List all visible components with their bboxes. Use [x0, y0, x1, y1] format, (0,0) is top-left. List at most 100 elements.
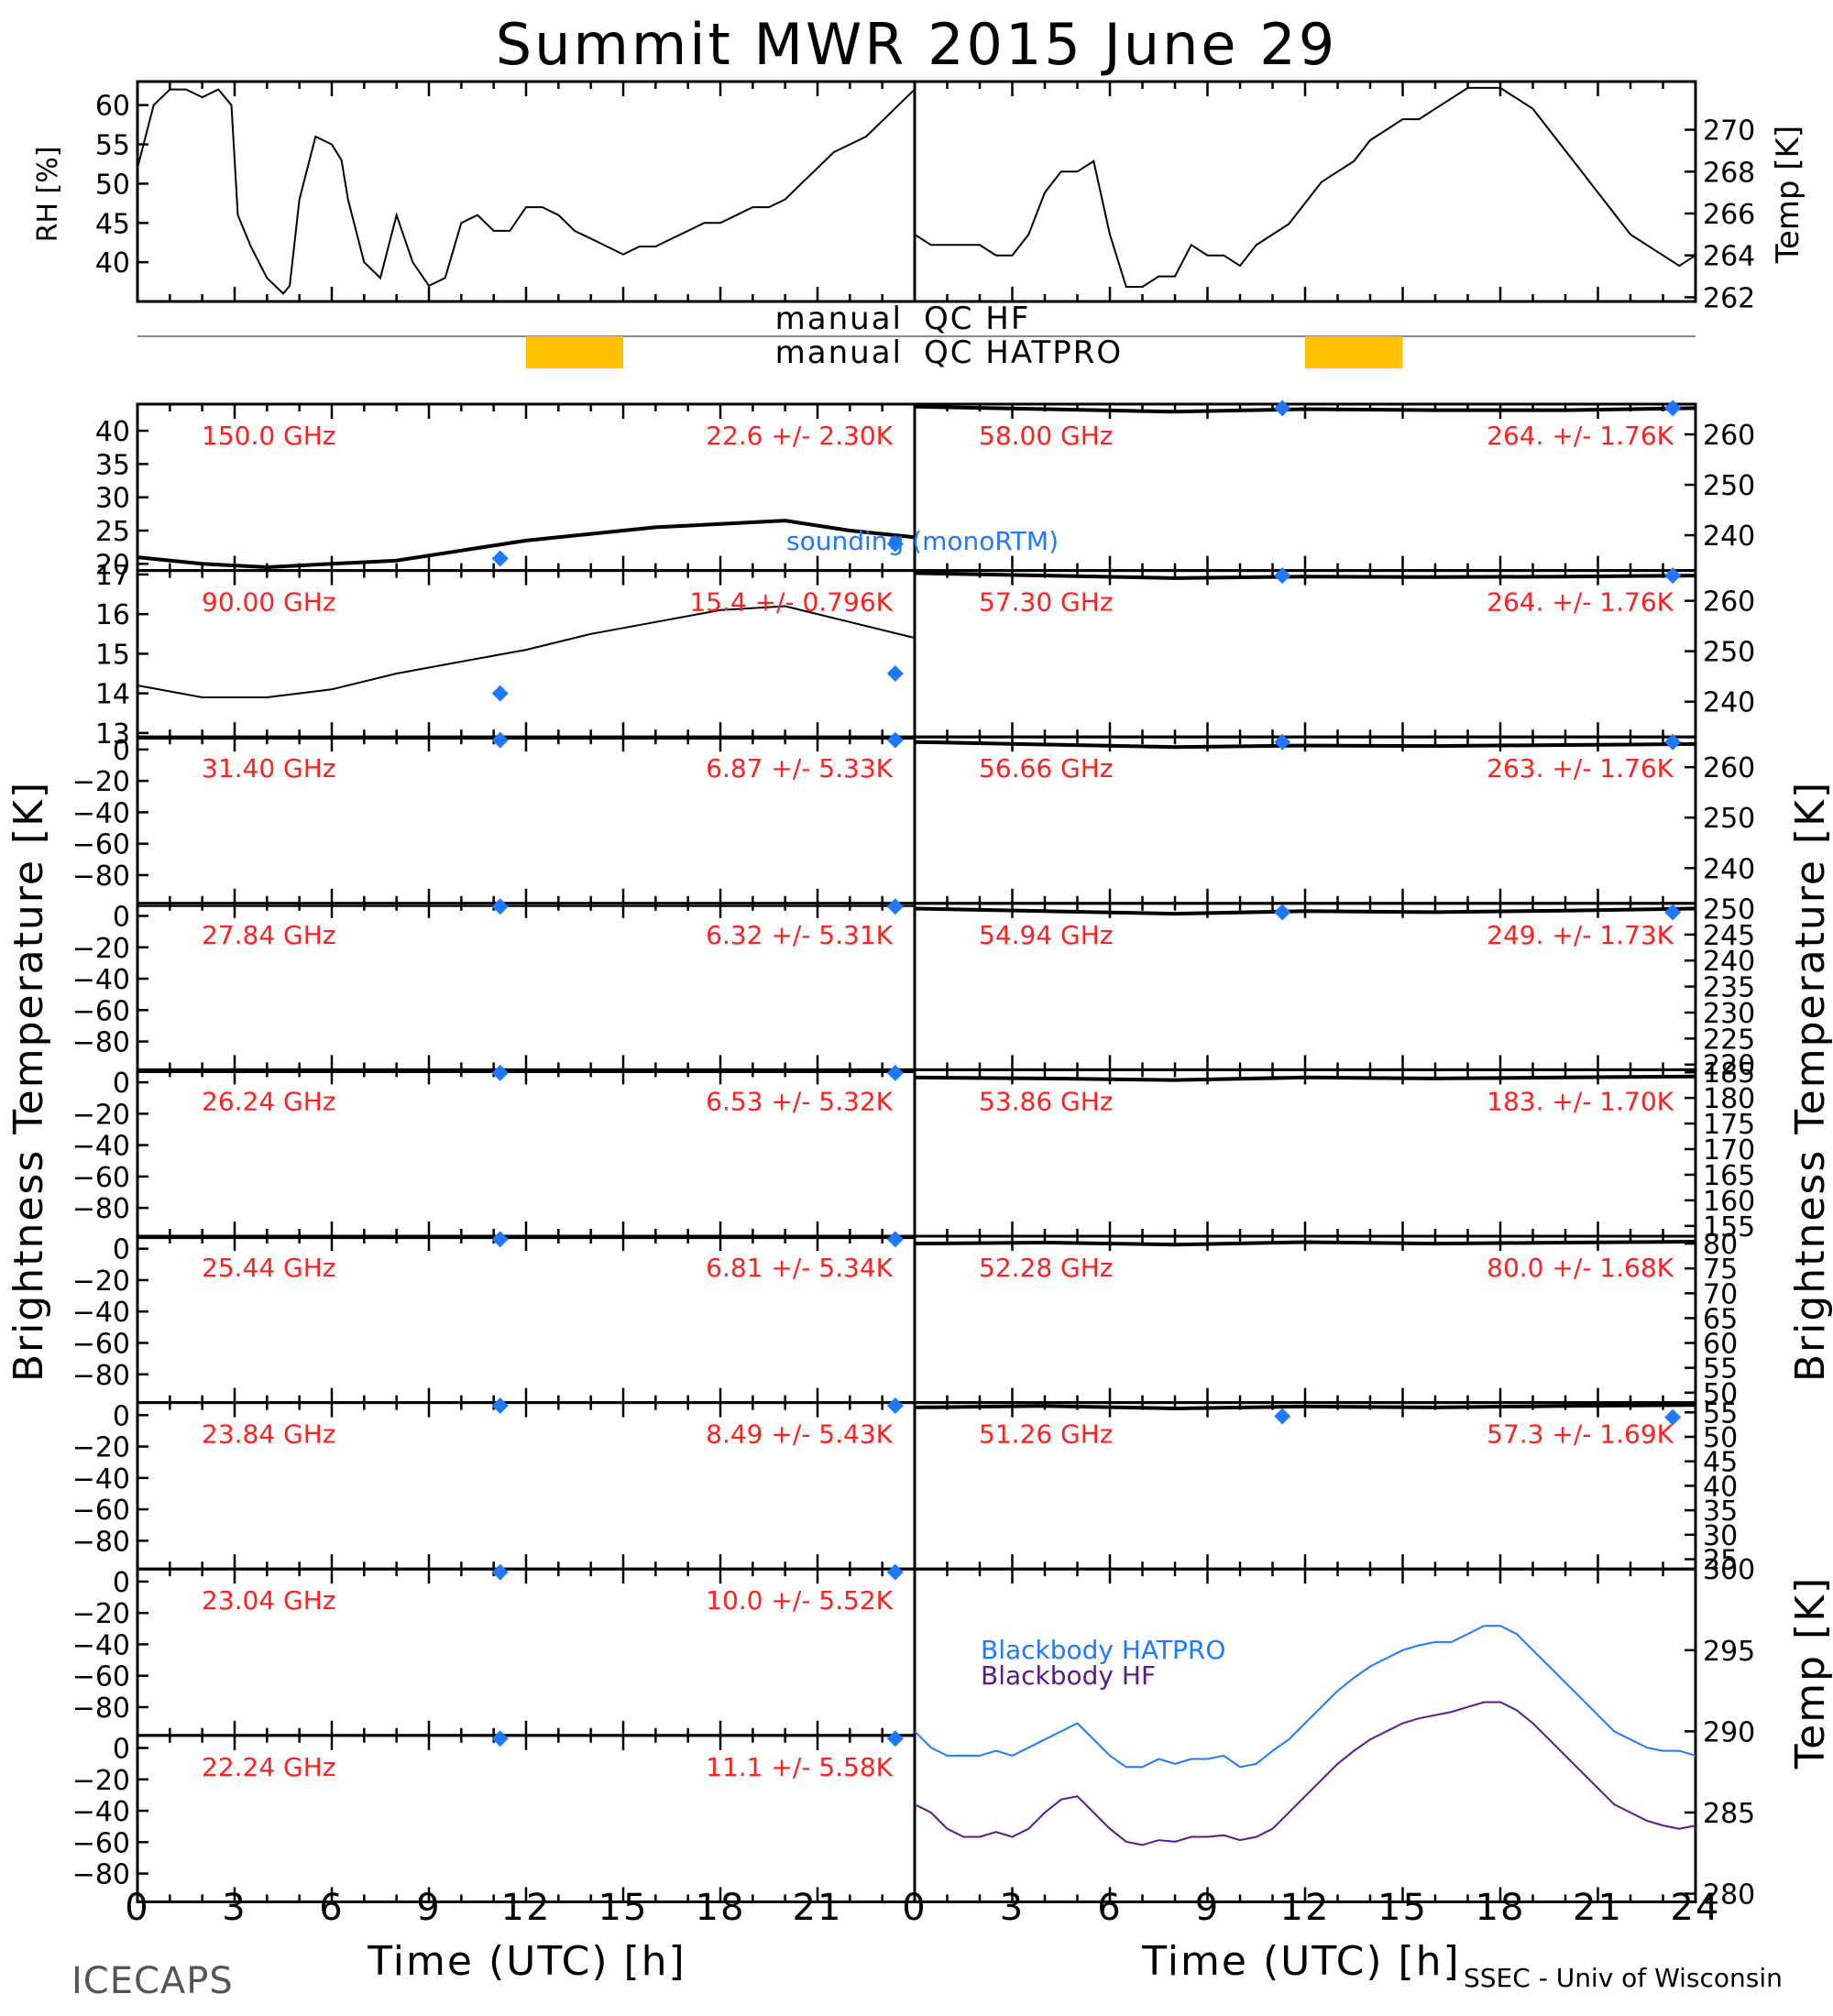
- tb-right-2-sounding-point: [1274, 733, 1291, 751]
- tb-left-4-ytick-label: −60: [72, 1162, 130, 1194]
- tb-right-0-panel: 240 250 260 58.00 GHz 264. +/- 1.76K: [913, 400, 1755, 573]
- tb-right-axis-label: Brightness Temperature [K]: [1787, 781, 1833, 1382]
- blackbody-ytick-label: 290: [1703, 1716, 1755, 1748]
- x-tick-label-right: 15: [1377, 1887, 1428, 1929]
- tb-right-1-panel: 240 250 260 57.30 GHz 264. +/- 1.76K: [913, 567, 1755, 739]
- tb-right-2-ytick-label: 260: [1703, 752, 1755, 784]
- rh-ytick-label: 50: [95, 169, 130, 201]
- tb-left-2-sounding-point: [491, 731, 509, 749]
- tb-left-8-stats-label: 11.1 +/- 5.58K: [706, 1752, 893, 1782]
- tb-right-6-ytick-label: 55: [1703, 1397, 1738, 1430]
- tb-left-0-ytick-label: 25: [95, 516, 130, 548]
- blackbody-series-line: [914, 1701, 1696, 1846]
- tb-left-3-stats-label: 6.32 +/- 5.31K: [706, 920, 893, 950]
- tb-left-8-freq-label: 22.24 GHz: [202, 1752, 336, 1782]
- tb-right-3-stats-label: 249. +/- 1.73K: [1487, 920, 1674, 950]
- x-tick-label-right: 3: [1000, 1887, 1025, 1929]
- tb-left-3-ytick-label: −60: [72, 995, 130, 1027]
- tb-left-5-ytick-label: −40: [72, 1297, 130, 1329]
- tb-left-1-ytick-label: 13: [95, 718, 130, 751]
- rh-ytick-label: 60: [95, 91, 130, 123]
- tb-right-6-ytick-label: 25: [1703, 1545, 1738, 1577]
- tb-left-3-sounding-point: [886, 898, 904, 915]
- tb-right-2-ytick-label: 250: [1703, 803, 1755, 835]
- tb-right-0-stats-label: 264. +/- 1.76K: [1487, 421, 1674, 451]
- tb-left-5-sounding-point: [491, 1231, 509, 1248]
- tb-left-1-stats-label: 15.4 +/- 0.796K: [689, 587, 893, 618]
- x-tick-label-left: 15: [598, 1887, 649, 1929]
- tb-left-axis-label: Brightness Temperature [K]: [5, 781, 52, 1382]
- tb-right-4-freq-label: 53.86 GHz: [979, 1086, 1114, 1116]
- rh-frame: [136, 80, 916, 303]
- tb-right-3-sounding-point: [1664, 904, 1682, 921]
- tb-left-7-stats-label: 10.0 +/- 5.52K: [706, 1585, 893, 1616]
- tb-left-7-sounding-point: [491, 1563, 509, 1581]
- x-tick-label-right: 9: [1195, 1887, 1220, 1929]
- tb-left-1-sounding-point: [886, 665, 904, 683]
- tb-left-5-sounding-point: [886, 1231, 904, 1248]
- tb-left-3-ytick-label: 0: [113, 902, 130, 934]
- tb-left-8-sounding-point: [886, 1730, 904, 1748]
- x-tick-label-left: 18: [696, 1887, 746, 1929]
- tb-right-6-sounding-point: [1274, 1408, 1291, 1425]
- tb-left-6-panel: 0−20−40−60−80 23.84 GHz 8.49 +/- 5.43K: [72, 1397, 916, 1571]
- qc-hf-word2: QC HF: [924, 301, 1030, 337]
- tb-left-7-ytick-label: −40: [72, 1629, 130, 1661]
- tb-left-0-ytick-label: 30: [95, 483, 130, 515]
- tb-left-1-ytick-label: 15: [95, 639, 130, 671]
- tb-right-3-ytick-label: 225: [1703, 1024, 1755, 1056]
- tb-right-5-series-line: [914, 1240, 1696, 1247]
- tb-left-1-panel: 13 14 15 16 17 90.00 GHz 15.4 +/- 0.796K: [95, 560, 916, 751]
- footer-left: ICECAPS: [71, 1960, 234, 2002]
- tb-left-6-freq-label: 23.84 GHz: [202, 1419, 336, 1450]
- tb-left-4-freq-label: 26.24 GHz: [202, 1086, 336, 1116]
- x-tick-label-left: 6: [319, 1887, 344, 1929]
- rh-ytick-label: 40: [95, 247, 130, 279]
- tb-left-4-panel: 0−20−40−60−80 26.24 GHz 6.53 +/- 5.32K: [72, 1064, 916, 1238]
- tb-left-5-panel: 0−20−40−60−80 25.44 GHz 6.81 +/- 5.34K: [72, 1231, 916, 1405]
- tb-left-3-panel: 0−20−40−60−80 27.84 GHz 6.32 +/- 5.31K: [72, 898, 916, 1071]
- qc-area: manual QC HF manual QC HATPRO: [137, 301, 1696, 371]
- tb-right-2-ytick-label: 240: [1703, 853, 1755, 885]
- tb-left-4-ytick-label: 0: [113, 1068, 130, 1100]
- x-tick-label-left: 0: [125, 1887, 149, 1929]
- tb-right-5-ytick-label: 65: [1703, 1303, 1738, 1335]
- qc-hatpro-flag-right: [1305, 336, 1403, 368]
- x-tick-label-left: 21: [793, 1887, 843, 1929]
- x-tick-label-right: 24: [1671, 1887, 1721, 1929]
- tb-left-7-panel: 0−20−40−60−80 23.04 GHz 10.0 +/- 5.52K: [72, 1563, 916, 1737]
- tb-left-4-stats-label: 6.53 +/- 5.32K: [706, 1086, 893, 1116]
- tb-right-2-stats-label: 263. +/- 1.76K: [1487, 753, 1674, 783]
- tb-left-5-ytick-label: −60: [72, 1328, 130, 1360]
- tb-left-6-sounding-point: [491, 1397, 509, 1415]
- temp-ytick-label: 262: [1703, 282, 1755, 314]
- tb-left-1-series-line: [137, 605, 916, 698]
- x-tick-label-left: 9: [416, 1887, 441, 1929]
- x-tick-label-right: 21: [1573, 1887, 1623, 1929]
- tb-left-2-ytick-label: −60: [72, 829, 130, 861]
- tb-left-8-sounding-point: [491, 1730, 509, 1748]
- x-tick-label-right: 0: [902, 1887, 927, 1929]
- tb-left-7-freq-label: 23.04 GHz: [202, 1585, 336, 1616]
- tb-left-0-ytick-label: 35: [95, 449, 130, 481]
- tb-left-0-ytick-label: 20: [95, 549, 130, 581]
- tb-right-5-stats-label: 80.0 +/- 1.68K: [1487, 1253, 1674, 1283]
- temp-series-line: [914, 86, 1696, 288]
- x-tick-label-right: 18: [1476, 1887, 1526, 1929]
- tb-left-6-ytick-label: −80: [72, 1526, 130, 1558]
- tb-left-4-ytick-label: −20: [72, 1099, 130, 1131]
- tb-left-6-stats-label: 8.49 +/- 5.43K: [706, 1419, 893, 1450]
- tb-left-4-sounding-point: [491, 1064, 509, 1081]
- tb-left-5-stats-label: 6.81 +/- 5.34K: [706, 1253, 893, 1283]
- tb-left-7-ytick-label: −80: [72, 1693, 130, 1725]
- tb-right-1-series-line: [914, 571, 1696, 580]
- temp-ytick-label: 266: [1703, 199, 1755, 231]
- tb-right-6-ytick-label: 35: [1703, 1496, 1738, 1528]
- tb-right-4-stats-label: 183. +/- 1.70K: [1487, 1086, 1674, 1116]
- x-tick-labels: 0 3 6 9 12 15 18 21 0 3 6 9 12 15 18 21 24: [125, 1887, 1721, 1929]
- tb-left-3-ytick-label: −40: [72, 964, 130, 996]
- tb-left-2-ytick-label: −80: [72, 860, 130, 893]
